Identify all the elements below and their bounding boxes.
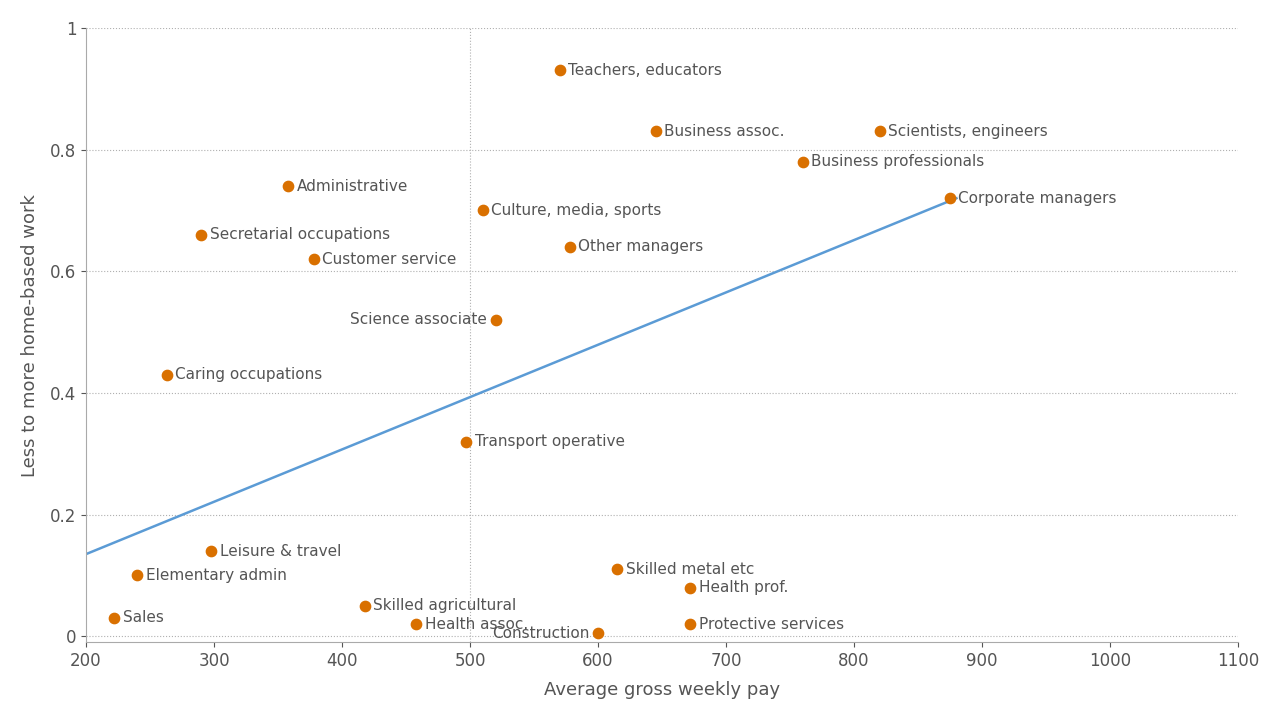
Point: [940, 192, 960, 204]
Text: Skilled agricultural: Skilled agricultural: [374, 598, 517, 613]
Point: [156, 369, 177, 380]
Text: Sales: Sales: [123, 611, 164, 626]
Text: Customer service: Customer service: [323, 251, 457, 266]
Point: [406, 618, 426, 630]
Point: [191, 229, 211, 240]
Point: [303, 253, 324, 265]
Point: [485, 314, 506, 325]
Point: [680, 582, 700, 593]
Text: Elementary admin: Elementary admin: [146, 568, 287, 583]
Text: Science associate: Science associate: [351, 312, 488, 328]
Point: [645, 125, 666, 137]
Text: Corporate managers: Corporate managers: [959, 191, 1117, 206]
Text: Teachers, educators: Teachers, educators: [568, 63, 722, 78]
Text: Scientists, engineers: Scientists, engineers: [888, 124, 1048, 139]
Text: Business assoc.: Business assoc.: [664, 124, 785, 139]
Text: Secretarial occupations: Secretarial occupations: [210, 228, 389, 242]
Text: Health prof.: Health prof.: [699, 580, 788, 595]
Point: [869, 125, 890, 137]
Point: [588, 627, 608, 639]
Point: [456, 436, 476, 447]
Point: [355, 600, 375, 611]
Text: Health assoc.: Health assoc.: [425, 616, 527, 631]
Text: Protective services: Protective services: [699, 616, 844, 631]
Text: Skilled metal etc: Skilled metal etc: [626, 562, 754, 577]
Text: Culture, media, sports: Culture, media, sports: [492, 203, 662, 218]
Text: Business professionals: Business professionals: [812, 154, 984, 169]
Point: [549, 65, 570, 76]
Text: Caring occupations: Caring occupations: [175, 367, 323, 382]
Point: [559, 241, 580, 253]
Y-axis label: Less to more home-based work: Less to more home-based work: [20, 194, 38, 477]
Point: [792, 156, 813, 168]
Point: [201, 545, 221, 557]
Point: [104, 612, 124, 624]
Text: Administrative: Administrative: [297, 179, 408, 194]
Point: [472, 204, 493, 216]
Point: [127, 570, 147, 581]
Text: Other managers: Other managers: [579, 239, 704, 254]
Text: Construction: Construction: [493, 626, 590, 641]
Text: Leisure & travel: Leisure & travel: [220, 544, 342, 559]
Point: [607, 564, 627, 575]
Point: [278, 180, 298, 192]
X-axis label: Average gross weekly pay: Average gross weekly pay: [544, 681, 780, 699]
Text: Transport operative: Transport operative: [475, 434, 625, 449]
Point: [680, 618, 700, 630]
